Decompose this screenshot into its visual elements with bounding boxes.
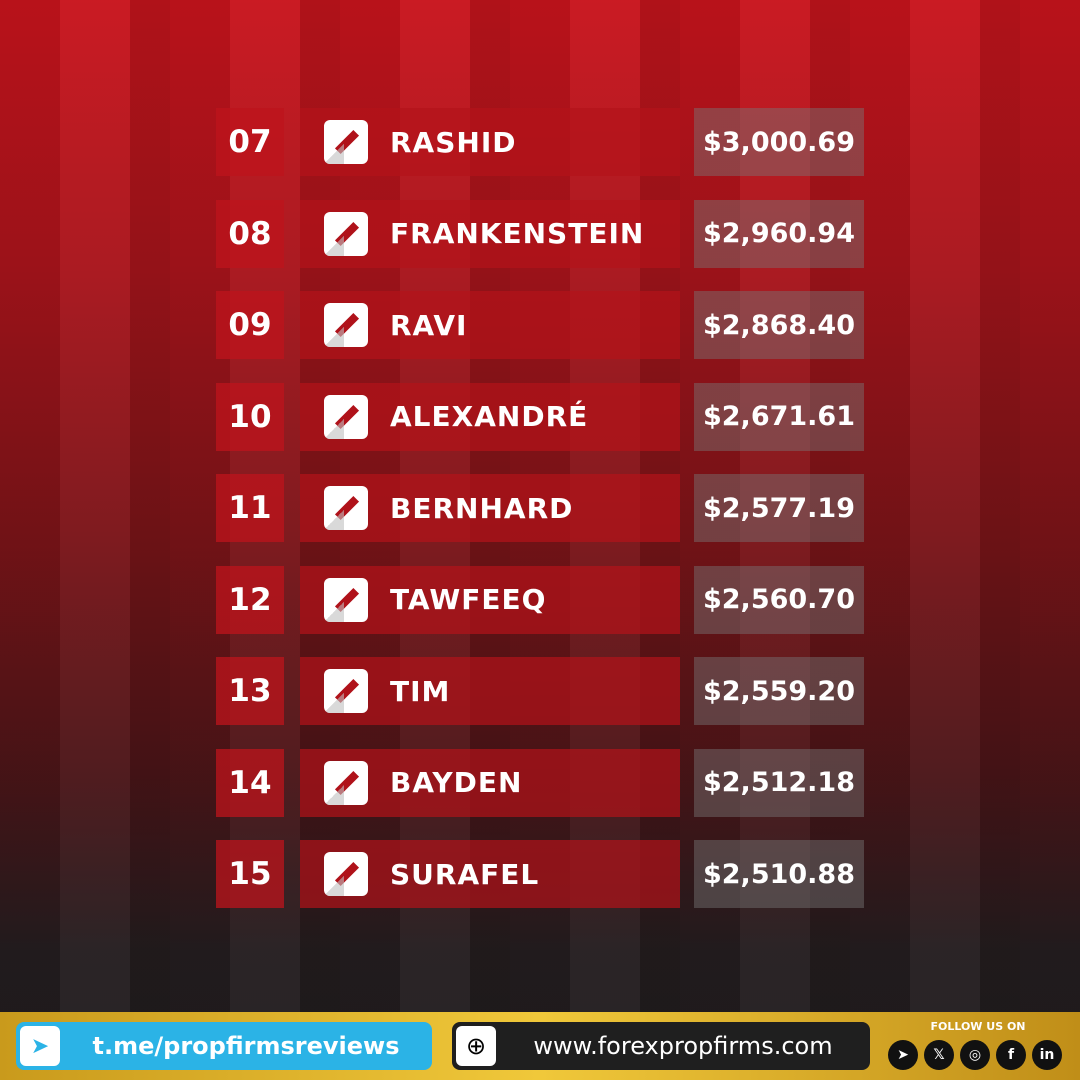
trader-name: FRANKENSTEIN	[390, 217, 645, 250]
brand-logo-icon	[324, 394, 368, 439]
leaderboard-row: 07 RASHID $3,000.69	[216, 108, 864, 176]
facebook-icon[interactable]: f	[996, 1040, 1026, 1070]
brand-logo-icon	[324, 120, 368, 164]
payout-amount: $2,577.19	[694, 474, 864, 542]
trader-name-box: RASHID	[300, 108, 680, 176]
brand-logo-icon	[324, 211, 368, 256]
brand-logo-icon	[324, 303, 368, 347]
telegram-link-text: t.me/propfirmsreviews	[92, 1032, 400, 1060]
rank-number: 11	[216, 474, 284, 542]
payout-amount: $2,510.88	[694, 840, 864, 908]
rank-number: 15	[216, 840, 284, 908]
brand-logo-icon	[324, 852, 368, 896]
payout-amount: $2,559.20	[694, 657, 864, 725]
trader-name-box: ALEXANDRÉ	[300, 382, 680, 451]
rank-number: 08	[216, 199, 284, 268]
leaderboard-row: 14 BAYDEN $2,512.18	[216, 748, 864, 817]
leaderboard-row: 13 TIM $2,559.20	[216, 657, 864, 725]
rank-number: 13	[216, 657, 284, 725]
trader-name-box: RAVI	[300, 291, 680, 359]
leaderboard-row: 10 ALEXANDRÉ $2,671.61	[216, 382, 864, 451]
payout-amount: $2,868.40	[694, 291, 864, 359]
payout-amount: $2,671.61	[694, 382, 864, 451]
trader-name: SURAFEL	[390, 857, 540, 891]
trader-name: BAYDEN	[390, 766, 523, 799]
telegram-icon[interactable]: ➤	[888, 1040, 918, 1070]
rank-number: 12	[216, 565, 284, 634]
x-icon[interactable]: 𝕏	[924, 1040, 954, 1070]
trader-name: RAVI	[390, 308, 468, 342]
payout-amount: $2,512.18	[694, 748, 864, 817]
payout-amount: $2,560.70	[694, 565, 864, 634]
website-link-button[interactable]: ⊕ www.forexpropfirms.com	[452, 1022, 870, 1070]
rank-number: 14	[216, 748, 284, 817]
telegram-icon: ➤	[20, 1026, 60, 1066]
trader-name-box: FRANKENSTEIN	[300, 199, 680, 268]
leaderboard-row: 08 FRANKENSTEIN $2,960.94	[216, 199, 864, 268]
trader-name-box: BAYDEN	[300, 748, 680, 817]
payout-amount: $3,000.69	[694, 108, 864, 176]
follow-us-label: FOLLOW US ON	[930, 1020, 1026, 1033]
instagram-icon[interactable]: ◎	[960, 1040, 990, 1070]
brand-logo-icon	[324, 486, 368, 530]
trader-name-box: TIM	[300, 657, 680, 725]
telegram-link-button[interactable]: ➤ t.me/propfirmsreviews	[16, 1022, 432, 1070]
trader-name-box: TAWFEEQ	[300, 565, 680, 634]
brand-logo-icon	[324, 760, 368, 805]
trader-name: BERNHARD	[390, 491, 574, 525]
trader-name: RASHID	[390, 125, 517, 159]
brand-logo-icon	[324, 669, 368, 713]
rank-number: 10	[216, 382, 284, 451]
globe-icon: ⊕	[456, 1026, 496, 1066]
trader-name: ALEXANDRÉ	[390, 400, 589, 433]
footer: ➤ t.me/propfirmsreviews ⊕ www.forexpropf…	[0, 1012, 1080, 1080]
trader-name: TIM	[390, 674, 451, 708]
trader-name: TAWFEEQ	[390, 583, 547, 616]
trader-name-box: SURAFEL	[300, 840, 680, 908]
website-text: www.forexpropfirms.com	[533, 1032, 833, 1060]
leaderboard-row: 15 SURAFEL $2,510.88	[216, 840, 864, 908]
social-links: ➤ 𝕏 ◎ f in	[888, 1040, 1062, 1070]
rank-number: 07	[216, 108, 284, 176]
leaderboard-row: 09 RAVI $2,868.40	[216, 291, 864, 359]
brand-logo-icon	[324, 577, 368, 622]
linkedin-icon[interactable]: in	[1032, 1040, 1062, 1070]
rank-number: 09	[216, 291, 284, 359]
payout-amount: $2,960.94	[694, 199, 864, 268]
trader-name-box: BERNHARD	[300, 474, 680, 542]
leaderboard-row: 12 TAWFEEQ $2,560.70	[216, 565, 864, 634]
leaderboard-row: 11 BERNHARD $2,577.19	[216, 474, 864, 542]
